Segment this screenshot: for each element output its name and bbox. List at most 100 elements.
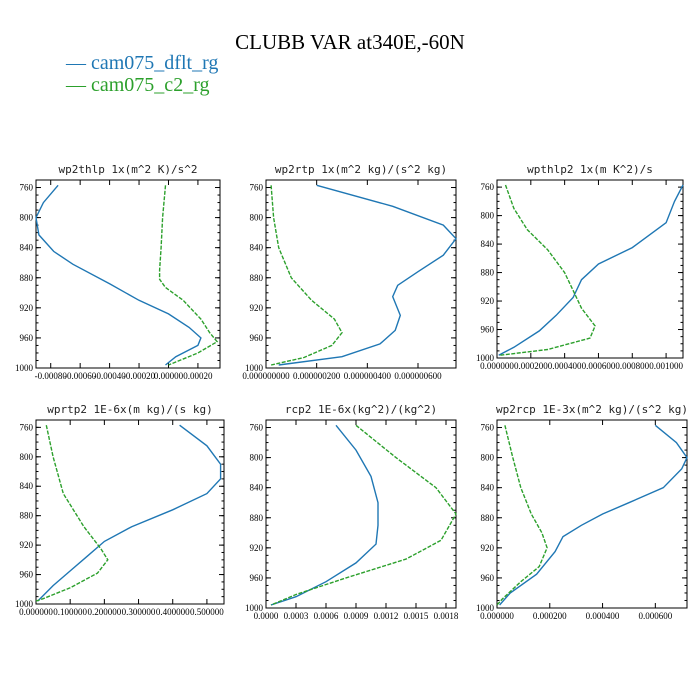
x-tick-label: 0.0018 [434,611,459,621]
y-tick-label: 1000 [476,353,495,363]
y-tick-label: 1000 [476,603,495,613]
y-tick-label: 800 [250,213,264,223]
x-tick-label: 0.200000 [87,607,121,617]
x-tick-label: 0.000400 [586,611,620,621]
legend: — cam075_dflt_rg — cam075_c2_rg [66,52,218,96]
series-line-c2 [496,425,548,606]
y-tick-label: 960 [20,570,34,580]
y-tick-label: 880 [20,511,34,521]
series-line-c2 [270,424,457,606]
x-tick-label: 0.0015 [404,611,429,621]
legend-entry-c2: — cam075_c2_rg [66,74,210,96]
y-tick-label: 880 [250,273,264,283]
y-tick-label: 920 [250,303,264,313]
panel-4: wprtp2 1E-6x(m kg)/(s kg) 760 800 840 880 920… [15,403,225,617]
x-tick-label: 0.00000 [154,371,184,381]
x-tick-label: 0.500000 [190,607,224,617]
x-tick-label: 0.000800 [615,361,649,371]
x-tick-label: -0.00060 [64,371,97,381]
x-tick-label: 0.300000 [122,607,156,617]
x-tick-label: 0.0000 [254,611,279,621]
panel-2: wp2rtp 1x(m^2 kg)/(s^2 kg) 760 800 840 880 92… [242,163,457,381]
series-line-dflt [498,184,684,356]
axis-frame [35,419,225,605]
x-tick-label: 0.000000 [19,607,53,617]
y-tick-label: 800 [20,213,34,223]
x-tick-label: 0.400000 [156,607,190,617]
figure-title: CLUBB VAR at340E,-60N [235,30,465,54]
y-tick-label: 760 [20,183,34,193]
panel-title: wpthlp2 1x(m K^2)/s [527,163,653,176]
x-tick-label: 0.000000600 [394,371,442,381]
x-tick-label: 0.000200 [533,611,567,621]
y-tick-label: 880 [250,513,264,523]
y-tick-label: 960 [481,325,495,335]
y-tick-label: 920 [250,543,264,553]
x-tick-label: 0.000000 [480,611,514,621]
legend-label-c2: cam075_c2_rg [91,74,210,96]
y-tick-label: 800 [20,452,34,462]
series-line-dflt [35,184,202,366]
panel-6: wp2rcp 1E-3x(m^2 kg)/(s^2 kg)760 800 840 88… [476,403,688,621]
y-tick-label: 960 [20,333,34,343]
axis-frame [35,179,221,369]
y-tick-label: 920 [20,303,34,313]
x-tick-label: -0.00040 [93,371,126,381]
series-line-dflt [270,424,379,606]
axis-frame [496,179,684,359]
panel-1: wp2thlp 1x(m^2 K)/s^2 760 800 840 880 920 960 1… [15,163,221,381]
y-tick-label: 880 [481,268,495,278]
axis-frame [496,419,688,609]
y-tick-label: 840 [481,239,495,249]
y-tick-label: 800 [250,453,264,463]
x-tick-label: 0.00020 [183,371,213,381]
legend-entry-dflt: — cam075_dflt_rg [66,52,219,74]
y-tick-label: 1000 [245,363,264,373]
x-tick-label: 0.000400 [548,361,582,371]
series-line-dflt [278,184,457,366]
y-tick-label: 920 [481,543,495,553]
x-tick-label: -0.00080 [35,371,68,381]
panel-title: wprtp2 1E-6x(m kg)/(s kg) [47,403,213,416]
series-line-c2 [158,185,219,366]
panel-3: wpthlp2 1x(m K^2)/s 760 800 840 880 920 960 100… [476,163,684,371]
x-tick-label: 0.000000 [480,361,514,371]
panel-title: rcp2 1E-6x(kg^2)/(kg^2) [285,403,437,416]
y-tick-label: 840 [481,483,495,493]
x-tick-label: 0.0009 [344,611,369,621]
y-tick-label: 840 [20,481,34,491]
x-tick-label: 0.100000 [53,607,87,617]
y-tick-label: 760 [250,423,264,433]
y-tick-label: 960 [250,573,264,583]
y-tick-label: 880 [20,273,34,283]
y-tick-label: 760 [250,183,264,193]
panel-5: rcp2 1E-6x(kg^2)/(kg^2) 760 800 840 880 920 96… [245,403,459,621]
x-tick-label: 0.000600 [582,361,616,371]
x-tick-label: 0.0003 [284,611,309,621]
y-tick-label: 960 [481,573,495,583]
x-tick-label: 0.001000 [649,361,683,371]
y-tick-label: 920 [481,296,495,306]
y-tick-label: 880 [481,513,495,523]
axis-frame [265,419,457,609]
y-tick-label: 760 [481,423,495,433]
series-line-dflt [37,424,222,602]
legend-label-dflt: cam075_dflt_rg [91,52,219,74]
series-line-c2 [500,184,596,356]
y-tick-label: 1000 [15,363,34,373]
panel-title: wp2thlp 1x(m^2 K)/s^2 [58,163,197,176]
x-tick-label: 0.000600 [638,611,672,621]
series-line-c2 [270,185,343,366]
y-tick-label: 840 [250,483,264,493]
x-tick-label: 0.000000000 [242,371,290,381]
y-tick-label: 960 [250,333,264,343]
panel-title: wp2rtp 1x(m^2 kg)/(s^2 kg) [275,163,447,176]
axis-frame [265,179,457,369]
x-tick-label: 0.000200 [514,361,548,371]
panel-title: wp2rcp 1E-3x(m^2 kg)/(s^2 kg) [496,403,688,416]
x-tick-label: 0.000000400 [344,371,392,381]
x-tick-label: 0.0006 [314,611,339,621]
y-tick-label: 1000 [245,603,264,613]
